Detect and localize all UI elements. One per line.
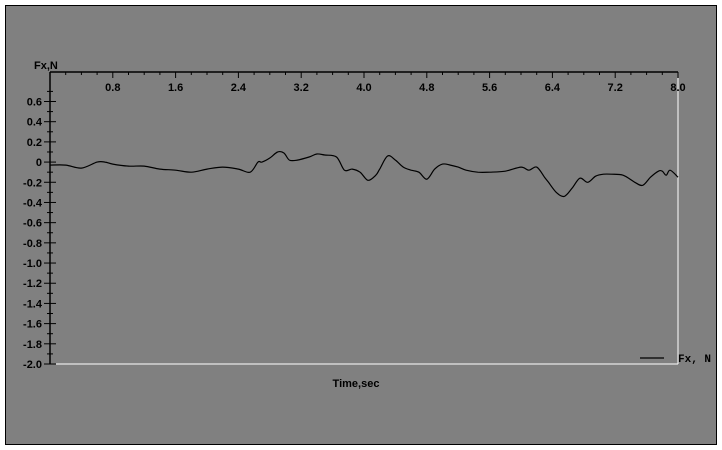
- y-tick-label: -2.0: [23, 359, 42, 371]
- y-tick-label: -0.6: [23, 218, 42, 230]
- line-chart: 0.8 1.6 2.4 3.2 4.0 4.8 5.6 6.4 7.2 8.0 0.6 0.4 0.2…: [23, 60, 711, 390]
- y-tick-label: -1.2: [23, 278, 42, 290]
- x-tick-label: 1.6: [168, 82, 183, 94]
- y-tick-label: -1.6: [23, 319, 42, 331]
- y-tick-label: -0.8: [23, 238, 42, 250]
- y-ticks-group: 0.6 0.4 0.2 0 -0.2 -0.4 -0.6 -0.8 -1.0 -1.2 -1.4 -1…: [23, 90, 56, 371]
- x-tick-label: 4.8: [419, 82, 434, 94]
- y-tick-label: -1.0: [23, 258, 42, 270]
- x-tick-label: 4.0: [356, 82, 371, 94]
- y-tick-label: 0.4: [27, 117, 43, 129]
- x-tick-label: 2.4: [231, 82, 247, 94]
- y-tick-label: -1.4: [23, 298, 43, 310]
- x-ticks-group: 0.8 1.6 2.4 3.2 4.0 4.8 5.6 6.4 7.2 8.0: [65, 72, 686, 94]
- legend-label-fx: Fx, N: [678, 354, 711, 366]
- y-axis-title: Fx,N: [34, 60, 58, 72]
- chart-frame: 0.8 1.6 2.4 3.2 4.0 4.8 5.6 6.4 7.2 8.0 0.6 0.4 0.2…: [5, 5, 717, 445]
- y-tick-label: 0: [36, 157, 42, 169]
- x-tick-label: 8.0: [670, 82, 685, 94]
- y-tick-label: 0.6: [27, 97, 42, 109]
- y-tick-label: -0.4: [23, 197, 43, 209]
- x-tick-label: 6.4: [545, 82, 561, 94]
- x-axis-title: Time,sec: [333, 378, 380, 390]
- y-tick-label: 0.2: [27, 137, 42, 149]
- y-tick-label: -0.2: [23, 177, 42, 189]
- x-tick-label: 0.8: [105, 82, 120, 94]
- x-tick-label: 7.2: [608, 82, 623, 94]
- series-line-fx: [49, 150, 679, 198]
- x-tick-label: 3.2: [294, 82, 309, 94]
- x-tick-label: 5.6: [482, 82, 497, 94]
- y-tick-label: -1.8: [23, 339, 42, 351]
